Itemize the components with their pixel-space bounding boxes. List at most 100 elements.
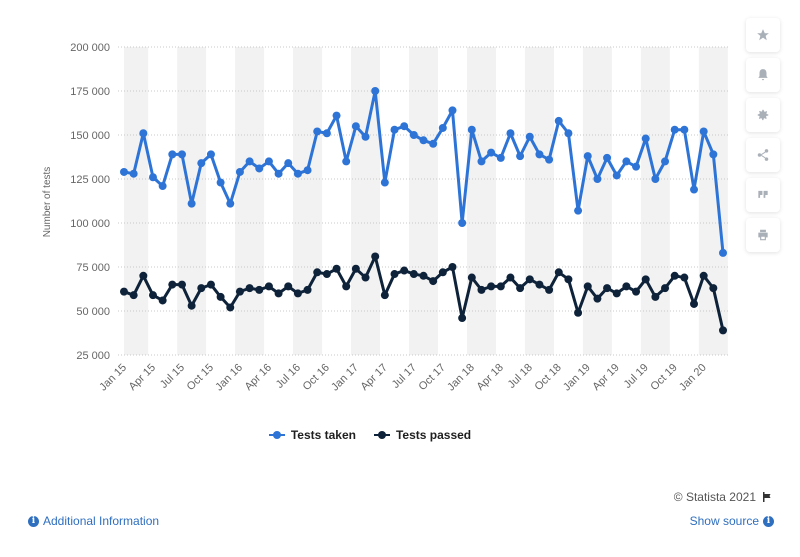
data-point (487, 282, 496, 291)
data-point (448, 106, 457, 115)
y-tick-label: 175 000 (70, 86, 110, 98)
data-point (351, 264, 360, 273)
data-point (458, 219, 467, 227)
data-point (612, 171, 621, 180)
data-point (477, 157, 486, 166)
data-point (409, 270, 418, 279)
data-point (564, 275, 573, 284)
show-source-link[interactable]: Show source i (690, 514, 774, 528)
data-point (400, 266, 409, 275)
data-point (419, 136, 428, 145)
y-tick-label: 75 000 (76, 262, 110, 274)
data-point (680, 273, 689, 282)
quarter-band (466, 47, 496, 355)
data-point (593, 175, 602, 183)
copyright-credit: © Statista 2021 (674, 490, 774, 504)
data-point (371, 252, 380, 261)
legend-symbol-tests-taken (268, 431, 285, 439)
data-point (545, 285, 554, 294)
legend-symbol-tests-passed (373, 431, 390, 439)
data-point (351, 122, 360, 131)
share-button[interactable] (746, 138, 780, 172)
data-point (216, 292, 225, 301)
x-tick-label: Apr 17 (359, 362, 390, 393)
data-point (206, 280, 215, 289)
data-point (603, 153, 612, 162)
data-point (168, 280, 177, 289)
additional-information-link[interactable]: i Additional Information (28, 514, 159, 528)
data-point (670, 271, 679, 280)
legend-item-tests-taken[interactable]: Tests taken (268, 428, 356, 442)
data-point (535, 150, 544, 159)
data-point (496, 282, 505, 291)
data-point (313, 268, 322, 277)
data-point (322, 129, 331, 138)
x-tick-label: Oct 19 (648, 362, 679, 393)
y-axis-label: Number of tests (42, 167, 53, 238)
data-point (506, 129, 515, 138)
quarter-band (698, 47, 728, 355)
x-tick-label: Jul 18 (506, 362, 535, 391)
data-point (467, 125, 476, 134)
y-axis-ticks: 25 000 50 000 75 000 100 000 125 000 150 000 1… (70, 42, 110, 362)
quarter-band (582, 47, 612, 355)
y-tick-label: 150 000 (70, 130, 110, 142)
data-point (380, 178, 389, 187)
data-point (670, 125, 679, 134)
x-tick-label: Jan 17 (329, 362, 361, 394)
data-point (467, 273, 476, 282)
data-point (574, 206, 583, 215)
data-point (120, 167, 128, 176)
x-tick-label: Jan 16 (213, 362, 245, 394)
print-button[interactable] (746, 218, 780, 252)
data-point (139, 129, 148, 138)
x-tick-label: Oct 18 (532, 362, 563, 393)
cite-button[interactable] (746, 178, 780, 212)
quarter-bands (124, 47, 728, 355)
data-point (516, 152, 525, 161)
settings-button[interactable] (746, 98, 780, 132)
series-tests-passed (120, 252, 727, 335)
data-point (216, 178, 225, 187)
data-point (632, 162, 641, 171)
legend: Tests taken Tests passed (0, 428, 740, 442)
data-point (641, 134, 650, 143)
x-tick-label: Oct 15 (185, 362, 216, 393)
data-point (235, 167, 244, 176)
data-point (583, 152, 592, 161)
data-point (535, 280, 544, 289)
x-tick-label: Jul 15 (158, 362, 187, 391)
data-point (264, 282, 273, 291)
flag-icon[interactable] (762, 491, 774, 503)
legend-label-tests-passed: Tests passed (395, 428, 472, 442)
legend-item-tests-passed[interactable]: Tests passed (373, 428, 472, 442)
y-tick-label: 100 000 (70, 218, 110, 230)
data-point (699, 271, 708, 280)
data-point (496, 153, 505, 162)
data-point (603, 284, 612, 293)
notification-button[interactable] (746, 58, 780, 92)
data-point (361, 132, 370, 141)
data-point (622, 157, 631, 166)
data-point (293, 169, 302, 178)
data-point (661, 284, 670, 293)
data-point (226, 303, 235, 312)
x-tick-label: Jul 16 (274, 362, 303, 391)
favorite-button[interactable] (746, 18, 780, 52)
y-tick-label: 125 000 (70, 174, 110, 186)
data-point (129, 291, 138, 300)
data-point (506, 273, 515, 282)
data-point (438, 268, 447, 277)
data-point (332, 111, 341, 120)
data-point (622, 282, 631, 291)
data-point (525, 132, 534, 141)
x-tick-label: Apr 16 (243, 362, 274, 393)
data-point (545, 155, 554, 164)
data-point (709, 150, 718, 159)
series-tests-taken (120, 87, 727, 257)
quarter-band (235, 47, 265, 355)
data-point (274, 169, 283, 178)
x-tick-label: Jan 15 (97, 362, 129, 394)
quarter-band (124, 47, 149, 355)
bell-icon (758, 69, 768, 81)
